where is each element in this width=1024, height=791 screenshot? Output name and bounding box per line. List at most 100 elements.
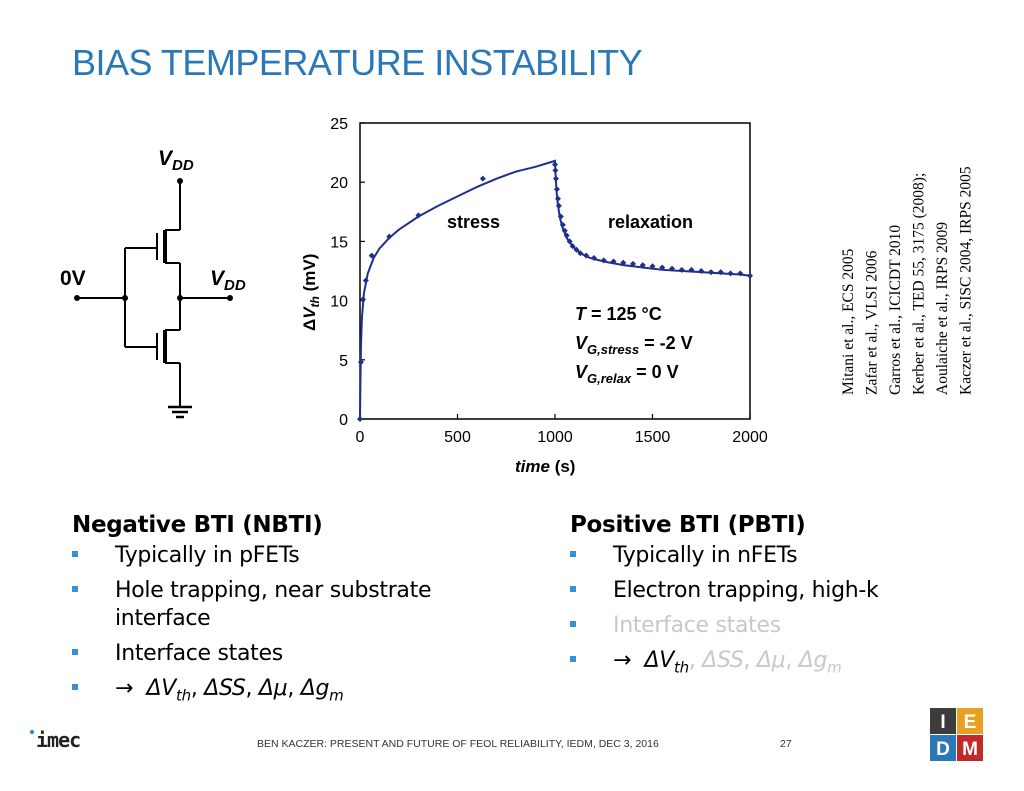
data-point <box>357 359 364 366</box>
list-item: Typically in pFETs <box>72 542 495 570</box>
data-point <box>557 213 564 220</box>
bti-chart: 0 500 1000 1500 2000 0 5 10 15 20 25 time (s) ΔVth (… <box>300 116 768 476</box>
data-point <box>620 259 627 266</box>
data-point <box>386 233 393 240</box>
pbti-section: Positive BTI (PBTI) Typically in nFETs E… <box>570 512 879 688</box>
y-axis-label: ΔVth (mV) <box>300 254 322 331</box>
x-tick-label: 1000 <box>537 429 573 446</box>
data-point <box>717 269 724 276</box>
list-item: Interface states <box>570 612 878 640</box>
svg-text:imec: imec <box>36 728 80 752</box>
slide-title: BIAS TEMPERATURE INSTABILITY <box>72 42 643 83</box>
x-axis-label: time (s) <box>515 457 575 476</box>
reference-item: Kerber et al., TED 55, 3175 (2008); <box>911 173 928 395</box>
vdd-top-label: VDD <box>158 147 194 174</box>
reference-item: Garros et al., ICICDT 2010 <box>887 225 904 395</box>
data-point <box>415 212 422 219</box>
data-point <box>583 252 590 259</box>
svg-text:E: E <box>964 712 977 733</box>
input-voltage-label: 0V <box>60 267 86 290</box>
data-point <box>566 238 573 245</box>
data-point <box>552 161 558 168</box>
fit-curve <box>359 159 751 420</box>
x-tick-label: 500 <box>444 429 471 446</box>
delta-gm: Δgm <box>798 648 842 677</box>
x-tick-label: 0 <box>356 429 365 446</box>
nbti-section: Negative BTI (NBTI) Typically in pFETs H… <box>72 512 495 716</box>
data-point <box>737 270 744 277</box>
relaxation-label: relaxation <box>608 212 693 232</box>
delta-mu: Δμ <box>756 648 786 673</box>
pbti-list: Typically in nFETs Electron trapping, hi… <box>570 542 879 681</box>
data-point <box>552 167 559 174</box>
data-point <box>630 260 636 267</box>
data-point <box>698 268 705 274</box>
list-item: Interface states <box>72 640 495 668</box>
inverter-circuit: VDD VDD 0V <box>60 147 246 419</box>
delta-ss: ΔSS <box>702 648 744 673</box>
reference-item: Aoulaiche et al., IRPS 2009 <box>934 222 951 395</box>
delta-vth: ΔVth <box>146 676 192 705</box>
list-item: Hole trapping, near substrate interface <box>72 577 495 633</box>
footer-text: BEN KACZER: PRESENT AND FUTURE OF FEOL R… <box>257 738 659 750</box>
reference-item: Zafar et al., VLSI 2006 <box>864 250 881 395</box>
data-point <box>669 265 675 272</box>
y-tick-label: 25 <box>330 116 348 133</box>
imec-logo: imec <box>29 728 81 752</box>
data-point <box>479 175 486 182</box>
data-point <box>591 254 597 261</box>
delta-mu: Δμ <box>258 676 288 701</box>
page-number: 27 <box>780 738 792 750</box>
delta-ss: ΔSS <box>204 676 246 701</box>
data-point <box>727 270 734 277</box>
data-point <box>639 262 646 269</box>
svg-text:I: I <box>940 712 945 733</box>
data-point <box>659 264 666 271</box>
y-tick-label: 15 <box>330 234 348 251</box>
y-tick-label: 10 <box>330 294 348 311</box>
condition-label: VG,stress = -2 V <box>575 333 693 357</box>
data-point <box>368 252 375 259</box>
pbti-deltas-item: → ΔVth, ΔSS, Δμ, Δgm <box>570 647 878 681</box>
y-tick-label: 0 <box>339 412 348 429</box>
data-point <box>569 243 576 250</box>
data-point <box>555 202 562 209</box>
data-point <box>747 272 753 279</box>
list-item: Typically in nFETs <box>570 542 878 570</box>
data-point <box>649 263 656 270</box>
data-point <box>561 227 568 234</box>
data-point <box>600 257 607 264</box>
data-point <box>559 221 566 228</box>
svg-text:D: D <box>936 739 950 760</box>
pbti-heading: Positive BTI (PBTI) <box>570 512 806 538</box>
references-list: Mitani et al., ECS 2005 Zafar et al., VLS… <box>840 166 975 395</box>
delta-vth: ΔVth <box>644 648 690 677</box>
data-point <box>577 250 584 257</box>
data-point <box>678 266 685 273</box>
nbti-heading: Negative BTI (NBTI) <box>72 512 323 538</box>
nbti-deltas-item: → ΔVth, ΔSS, Δμ, Δgm <box>72 675 495 709</box>
data-point <box>610 258 617 265</box>
reference-item: Mitani et al., ECS 2005 <box>840 248 857 395</box>
data-point <box>688 266 695 273</box>
x-tick-label: 2000 <box>732 429 768 446</box>
data-point <box>359 296 366 303</box>
data-point <box>553 186 560 193</box>
data-point <box>554 195 561 202</box>
data-point <box>573 246 580 253</box>
data-point <box>563 232 570 239</box>
vdd-out-label: VDD <box>210 267 246 294</box>
data-point <box>708 269 714 276</box>
nbti-list: Typically in pFETs Hole trapping, near s… <box>72 542 495 709</box>
data-point <box>552 175 559 182</box>
delta-gm: Δgm <box>300 676 344 705</box>
data-point <box>362 277 369 284</box>
data-point <box>357 416 363 422</box>
x-tick-label: 1500 <box>635 429 671 446</box>
reference-item: Kaczer et al., SISC 2004, IRPS 2005 <box>958 166 975 395</box>
list-item: Electron trapping, high-k <box>570 577 879 605</box>
stress-label: stress <box>447 212 500 232</box>
condition-label: T = 125 °C <box>575 304 662 324</box>
svg-text:M: M <box>962 739 978 760</box>
y-tick-label: 5 <box>339 353 348 370</box>
